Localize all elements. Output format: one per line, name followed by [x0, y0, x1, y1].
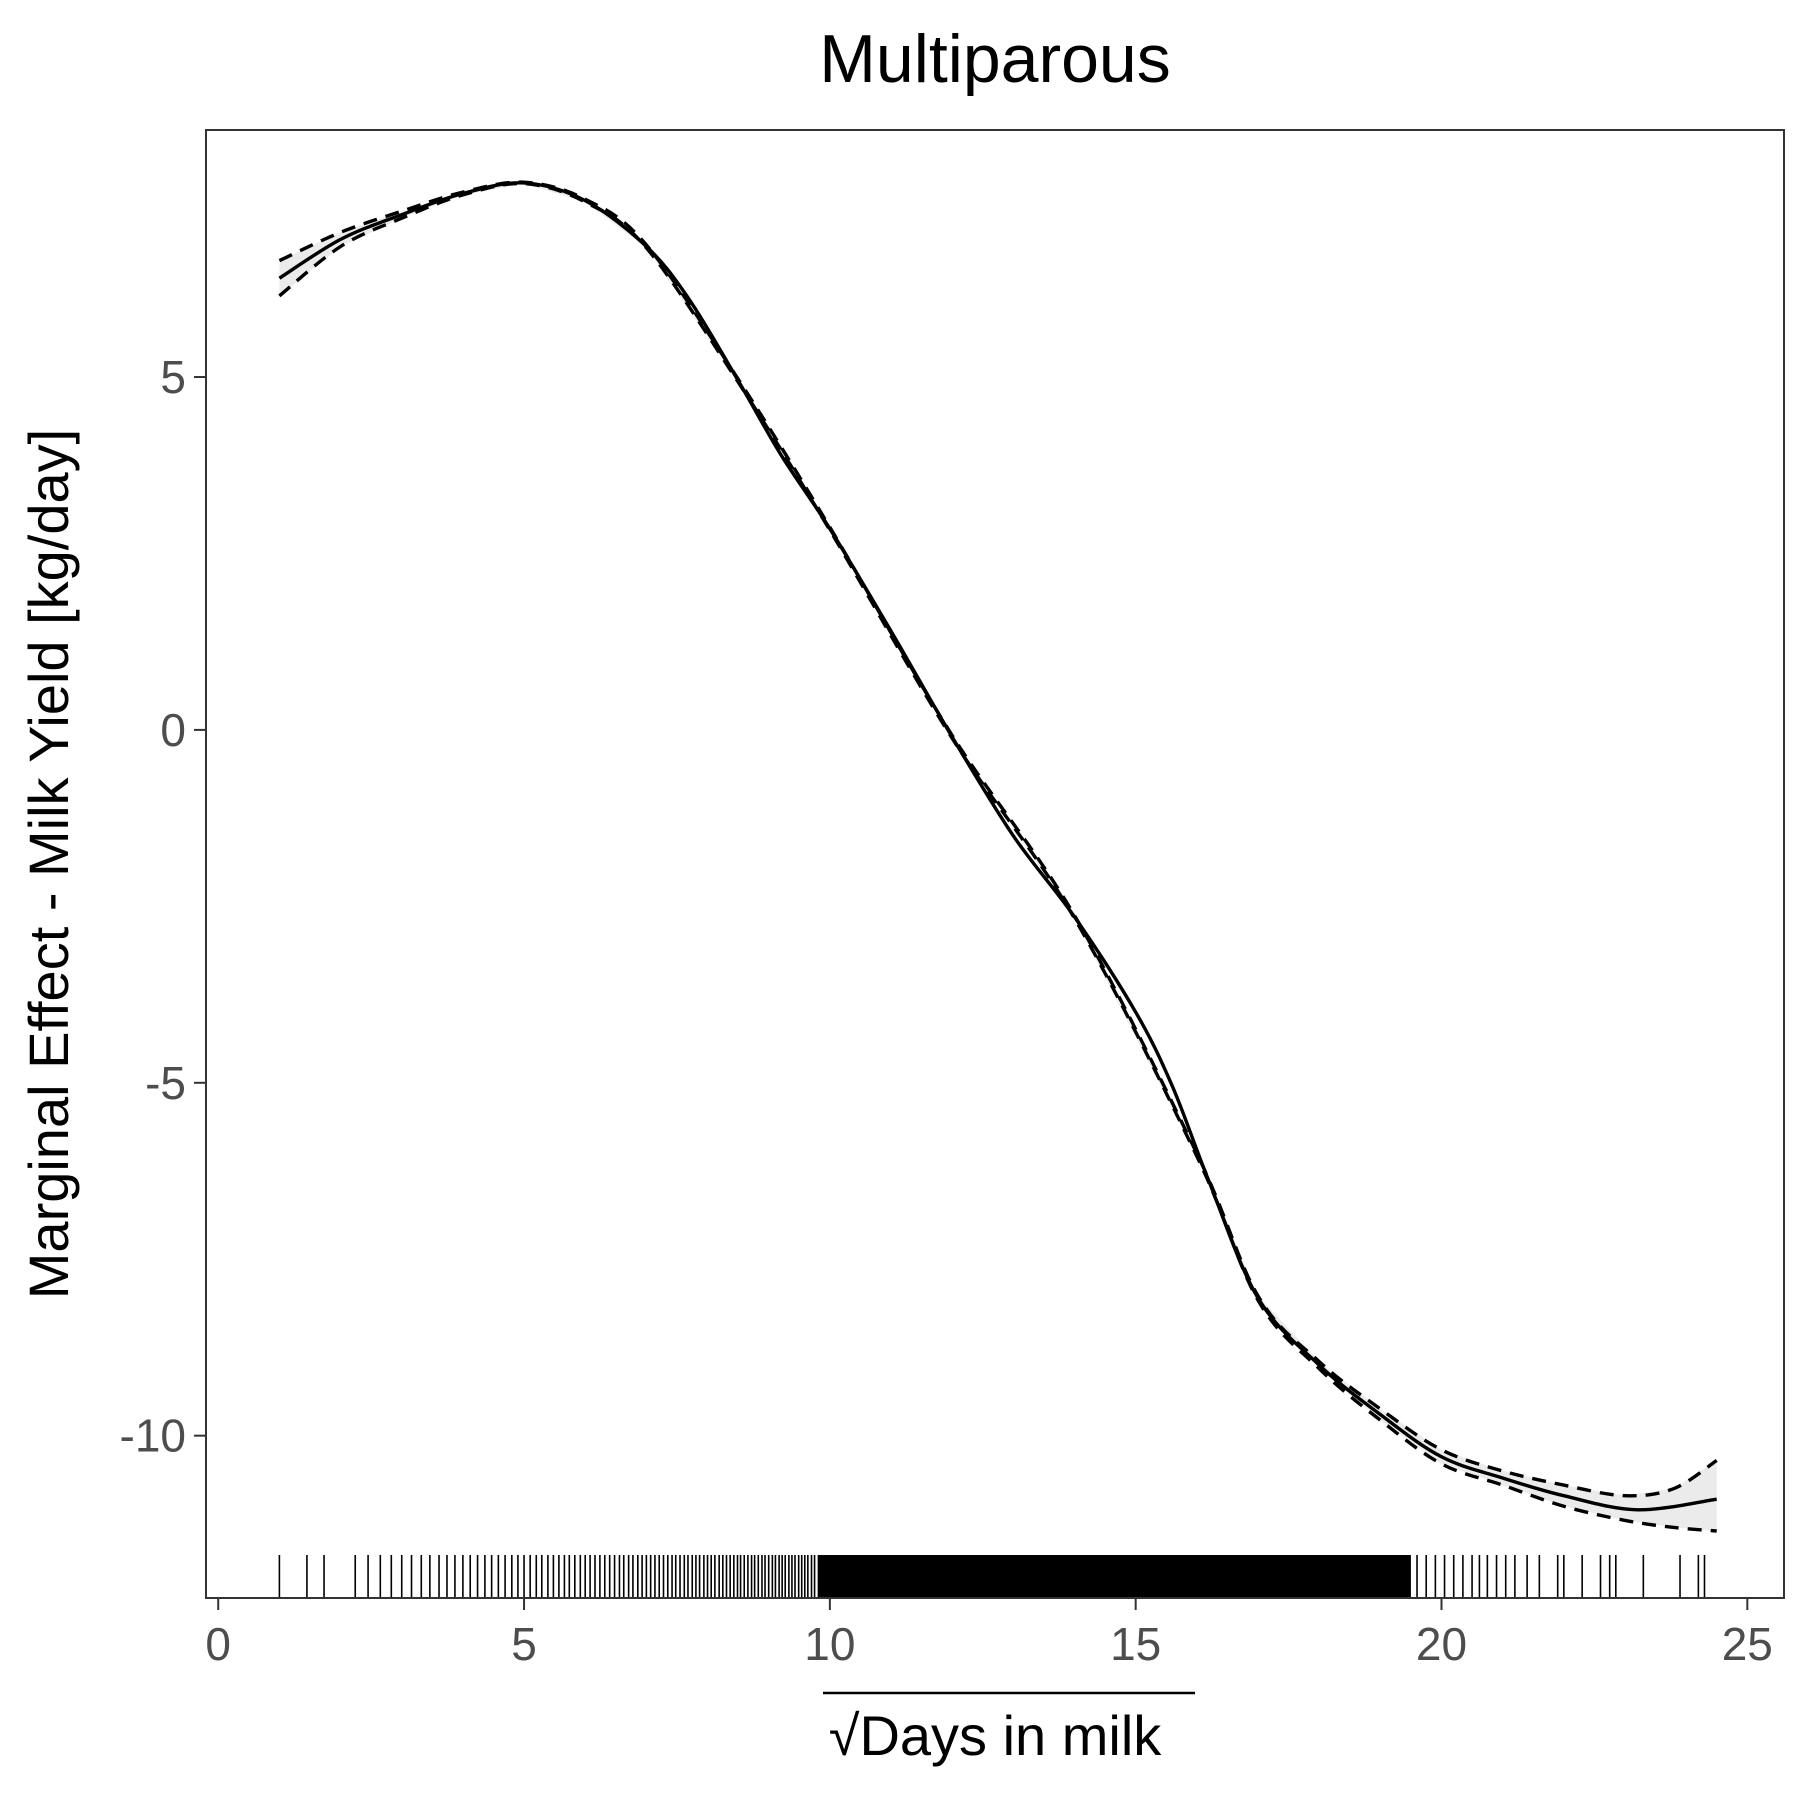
estimate-line: [278, 181, 1717, 1512]
y-tick-label: -5: [145, 1057, 186, 1109]
x-tick-label: 25: [1722, 1618, 1773, 1670]
panel-border: [205, 129, 1785, 1599]
y-axis-title: Marginal Effect - Milk Yield [kg/day]: [17, 429, 80, 1299]
x-tick-label: 0: [205, 1618, 231, 1670]
y-tick-label: 0: [160, 704, 186, 756]
y-tick-label: 5: [160, 351, 186, 403]
x-tick-label: 20: [1416, 1618, 1467, 1670]
plot-panel: [205, 129, 1785, 1599]
rug: [278, 1555, 1706, 1598]
x-tick-label: 10: [804, 1618, 855, 1670]
sqrt-symbol: √: [829, 1704, 860, 1767]
y-tick-label: -10: [120, 1410, 186, 1462]
x-axis-title-text: Days in milk: [859, 1704, 1162, 1767]
x-tick-label: 15: [1110, 1618, 1161, 1670]
y-axis: -10 -5 0 5: [120, 351, 206, 1462]
x-axis: 0 5 10 15 20 25: [205, 1598, 1773, 1670]
x-tick-label: 5: [511, 1618, 537, 1670]
rug-dense-band: [817, 1555, 1411, 1598]
x-axis-title: √Days in milk: [829, 1704, 1163, 1767]
chart-title: Multiparous: [819, 21, 1171, 97]
